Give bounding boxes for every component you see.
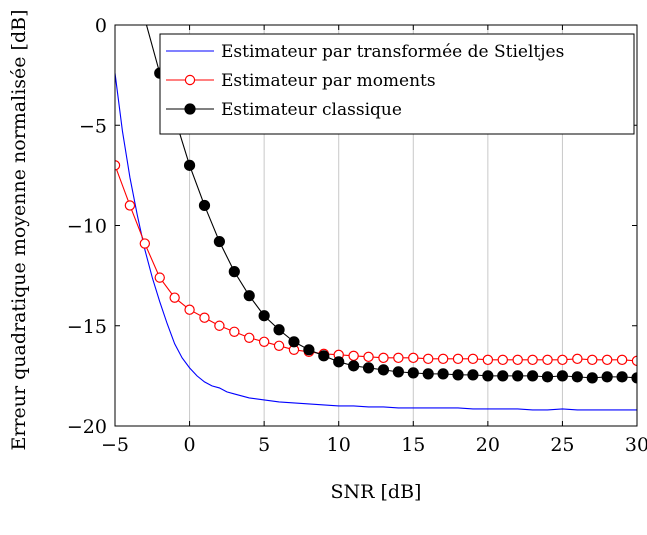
series-3-point xyxy=(631,372,637,384)
series-2-point xyxy=(154,272,165,283)
series-3-point xyxy=(377,364,390,376)
series-2-point xyxy=(408,352,419,364)
series-2-point xyxy=(587,354,598,366)
y-tick-label: −15 xyxy=(67,316,107,338)
series-3-point xyxy=(482,370,494,382)
series-3-point xyxy=(586,372,598,384)
x-axis-label: SNR [dB] xyxy=(331,481,422,503)
series-3-point xyxy=(512,370,524,382)
series-3-point xyxy=(258,310,270,322)
series-3-point xyxy=(318,350,330,362)
series-3-point xyxy=(571,371,583,383)
x-tick-label: 10 xyxy=(327,434,351,456)
legend: Estimateur par transformée de Stieltjes E… xyxy=(159,33,635,135)
series-2-point xyxy=(572,353,583,365)
series-2-point xyxy=(527,354,538,366)
x-tick-label: 0 xyxy=(184,434,196,456)
legend-label: Estimateur classique xyxy=(221,100,402,120)
series-2-point xyxy=(378,352,389,364)
series-2-point xyxy=(512,354,523,366)
series-3-point xyxy=(392,366,404,378)
series-2-point xyxy=(214,320,225,331)
legend-swatch-marker xyxy=(184,74,196,86)
series-3-point xyxy=(362,362,375,374)
x-tick-label: 15 xyxy=(401,434,425,456)
series-2-point xyxy=(229,326,240,337)
legend-label: Estimateur par transformée de Stieltjes xyxy=(221,42,564,62)
y-tick-label: −20 xyxy=(67,416,107,438)
series-3-point xyxy=(422,368,434,380)
series-2-line xyxy=(115,165,637,362)
series-2-point xyxy=(497,354,508,366)
series-1-line xyxy=(115,73,637,411)
series-2-point xyxy=(616,354,628,366)
series-3-point xyxy=(348,360,360,372)
series-3-point xyxy=(541,371,554,383)
series-3-point xyxy=(273,324,285,336)
series-2-point xyxy=(244,332,255,343)
x-tick-label: 25 xyxy=(550,434,574,456)
y-tick-label: −5 xyxy=(79,115,107,137)
series-3-point xyxy=(213,235,225,248)
series-2-point xyxy=(393,352,404,364)
series-3-point xyxy=(243,290,255,302)
series-2-point xyxy=(482,354,494,366)
series-3-point xyxy=(526,370,539,382)
x-tick-label: −5 xyxy=(101,434,129,456)
x-tick-label: 30 xyxy=(625,434,647,456)
x-tick-labels: −5 0 5 10 15 20 25 30 xyxy=(101,434,647,456)
tick-marks xyxy=(114,24,638,427)
series-3-point xyxy=(407,367,419,379)
series-2-point xyxy=(423,353,434,365)
x-tick-label: 5 xyxy=(258,434,270,456)
series-2-point xyxy=(631,355,637,367)
series-3-point xyxy=(467,369,479,381)
series-3-point xyxy=(198,199,211,212)
series-2-point xyxy=(437,353,449,365)
series-3-line xyxy=(145,25,637,379)
series-2-point xyxy=(557,354,568,366)
series-2-point xyxy=(139,238,151,249)
series-2-point xyxy=(601,354,613,366)
series-2-point xyxy=(363,351,374,363)
series-3-point xyxy=(228,266,240,278)
x-tick-label: 20 xyxy=(476,434,500,456)
series-3-point xyxy=(601,371,613,383)
series-2-point xyxy=(273,340,285,351)
series-2-point xyxy=(169,292,180,303)
series-3-point xyxy=(303,344,315,356)
series-2-point xyxy=(348,350,359,362)
series-2-point xyxy=(124,200,136,211)
series-3-point xyxy=(437,368,449,380)
series-3-point xyxy=(333,356,345,368)
series-3-point xyxy=(140,14,150,24)
y-tick-labels: 0 −5 −10 −15 −20 xyxy=(67,15,107,438)
series-2-point xyxy=(199,312,210,323)
series-2-point xyxy=(452,353,464,365)
series-2-point xyxy=(184,304,195,315)
legend-label: Estimateur par moments xyxy=(221,71,436,91)
series-3-point xyxy=(183,159,196,171)
series-3-point xyxy=(556,370,569,382)
series-3-point xyxy=(616,371,628,383)
series-3-point xyxy=(452,369,464,381)
series-2-point xyxy=(258,336,270,347)
series-3-point xyxy=(497,370,509,382)
legend-swatch-marker xyxy=(184,103,196,115)
legend-box xyxy=(159,33,635,135)
series-3-point xyxy=(288,336,300,348)
series-2-point xyxy=(467,353,479,365)
series-2-point xyxy=(542,354,553,366)
y-axis-label: Erreur quadratique moyenne normalisée [d… xyxy=(8,9,30,450)
y-tick-label: 0 xyxy=(95,15,107,37)
y-tick-label: −10 xyxy=(67,216,107,238)
